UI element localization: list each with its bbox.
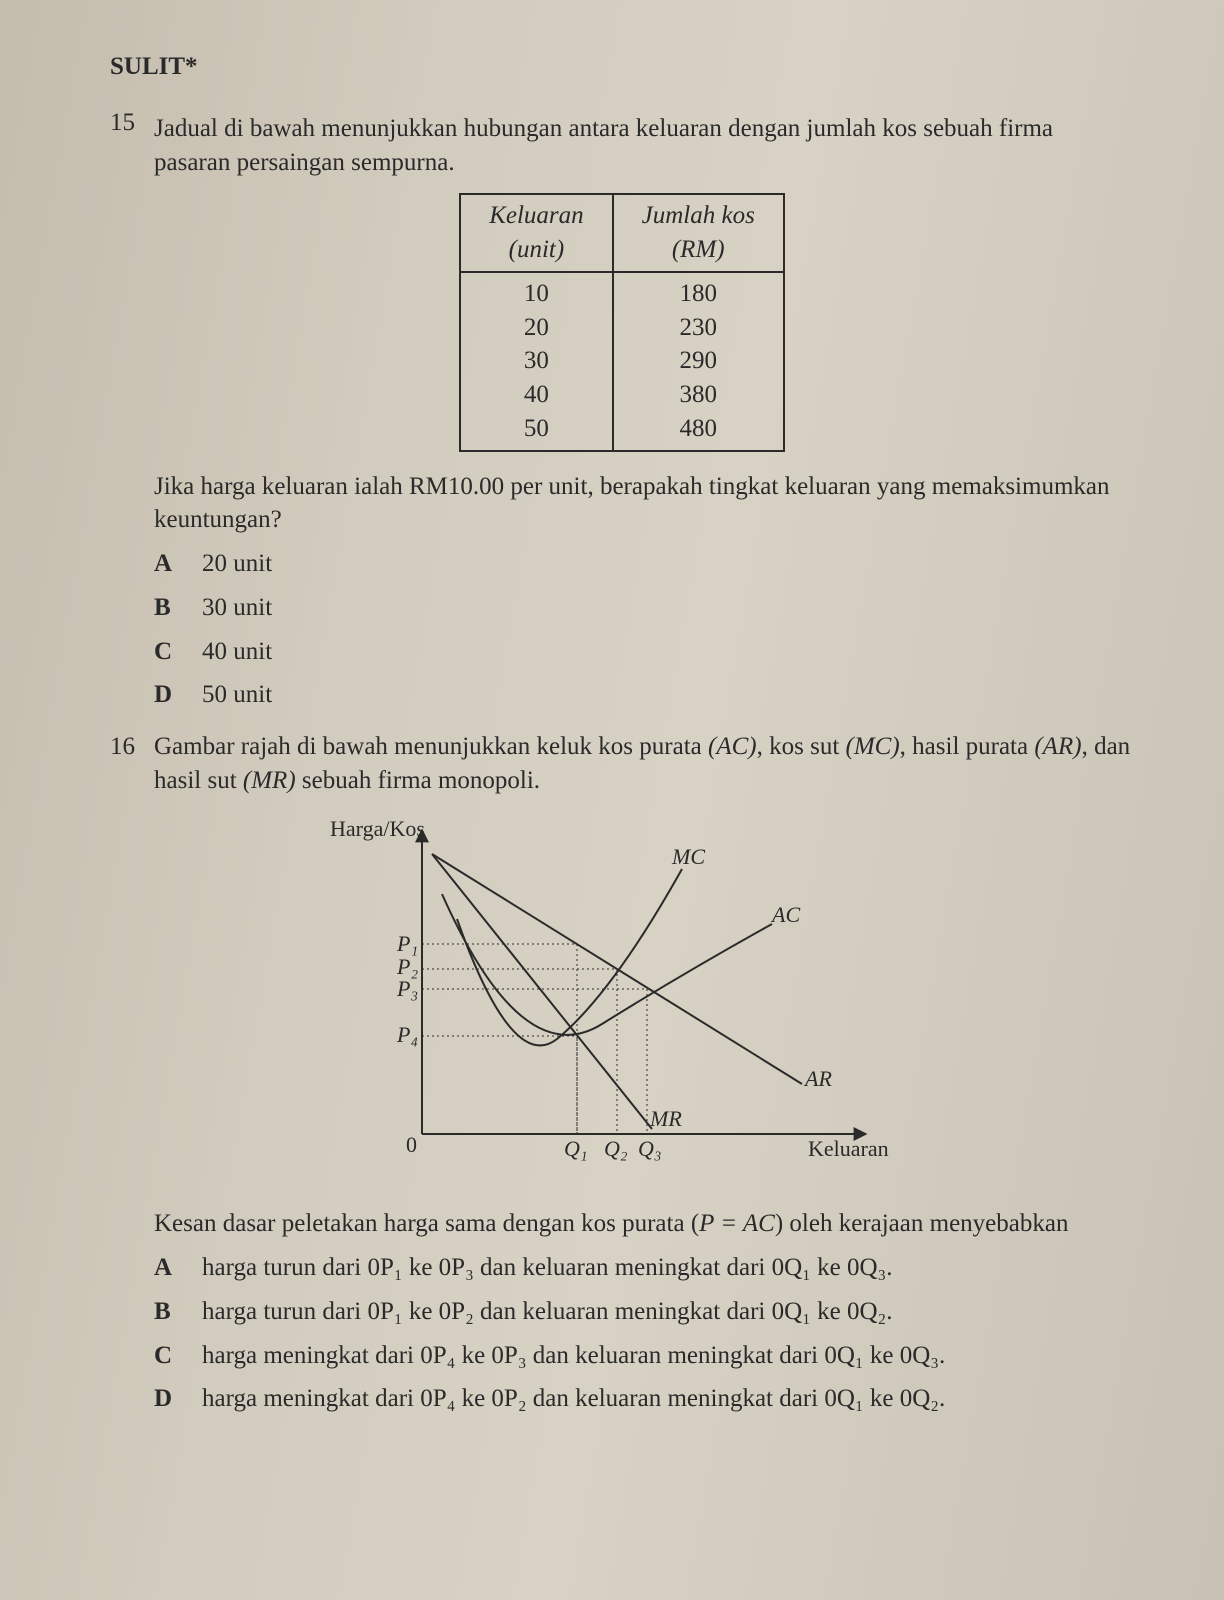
p1-label: P₁ xyxy=(396,931,418,956)
question-body: Gambar rajah di bawah menunjukkan keluk … xyxy=(154,730,1134,798)
opt-label: B xyxy=(154,1295,202,1329)
opt-text: harga meningkat dari 0P₄ ke 0P₃ dan kelu… xyxy=(202,1339,945,1373)
q16-intro-part: , kos sut xyxy=(757,733,846,760)
q15-opt-b: B30 unit xyxy=(154,591,1134,625)
q16-ar: (AR) xyxy=(1034,733,1081,760)
opt-label: C xyxy=(154,1339,202,1373)
col2-header-l2: (RM) xyxy=(672,236,725,263)
mc-label: MC xyxy=(671,844,705,869)
col2-header: Jumlah kos (RM) xyxy=(613,194,784,272)
q16-mr: (MR) xyxy=(243,767,296,794)
opt-label: A xyxy=(154,1251,202,1285)
col2-header-l1: Jumlah kos xyxy=(642,202,755,229)
table-body: 10 20 30 40 50 180 230 290 380 480 xyxy=(460,272,784,451)
cell: 180 xyxy=(679,280,717,307)
ac-curve xyxy=(442,894,772,1035)
origin-label: 0 xyxy=(406,1132,417,1157)
col1-header-l2: (unit) xyxy=(509,236,565,263)
opt-label: B xyxy=(154,591,202,625)
y-axis-label: Harga/Kos xyxy=(330,816,425,841)
x-axis-label: Keluaran xyxy=(808,1136,889,1161)
cell: 10 xyxy=(524,280,549,307)
cell: 40 xyxy=(524,381,549,408)
question-15: 15 Jadual di bawah menunjukkan hubungan … xyxy=(110,106,1134,186)
opt-label: A xyxy=(154,547,202,581)
cell: 30 xyxy=(524,347,549,374)
opt-text: 50 unit xyxy=(202,678,272,712)
question-body: Jadual di bawah menunjukkan hubungan ant… xyxy=(154,106,1134,186)
ar-label: AR xyxy=(803,1066,832,1091)
opt-text: harga turun dari 0P₁ ke 0P₂ dan keluaran… xyxy=(202,1295,892,1329)
cell: 230 xyxy=(679,314,717,341)
q16-options: Aharga turun dari 0P₁ ke 0P₃ dan keluara… xyxy=(154,1251,1134,1416)
cell: 50 xyxy=(524,415,549,442)
opt-label: C xyxy=(154,635,202,669)
q16-subq: Kesan dasar peletakan harga sama dengan … xyxy=(154,1207,1134,1241)
opt-text: harga turun dari 0P₁ ke 0P₃ dan keluaran… xyxy=(202,1251,892,1285)
table-header-row: Keluaran (unit) Jumlah kos (RM) xyxy=(460,194,784,272)
q2-label: Q₂ xyxy=(604,1136,628,1161)
header-label: SULIT* xyxy=(110,50,1134,84)
q16-subq-eq: P = AC xyxy=(699,1210,775,1237)
q15-opt-d: D50 unit xyxy=(154,678,1134,712)
col1-header: Keluaran (unit) xyxy=(460,194,612,272)
question-16: 16 Gambar rajah di bawah menunjukkan kel… xyxy=(110,730,1134,798)
opt-text: 40 unit xyxy=(202,635,272,669)
opt-text: 30 unit xyxy=(202,591,272,625)
q16-opt-b: Bharga turun dari 0P₁ ke 0P₂ dan keluara… xyxy=(154,1295,1134,1329)
q15-intro: Jadual di bawah menunjukkan hubungan ant… xyxy=(154,112,1134,180)
mc-curve xyxy=(457,869,682,1045)
mr-label: MR xyxy=(649,1106,682,1131)
opt-text: 20 unit xyxy=(202,547,272,581)
q16-ac: (AC) xyxy=(708,733,757,760)
q16-intro-part: Gambar rajah di bawah menunjukkan keluk … xyxy=(154,733,708,760)
q16-intro-part: , hasil purata xyxy=(900,733,1035,760)
opt-label: D xyxy=(154,678,202,712)
q16-opt-a: Aharga turun dari 0P₁ ke 0P₃ dan keluara… xyxy=(154,1251,1134,1285)
opt-text: harga meningkat dari 0P₄ ke 0P₂ dan kelu… xyxy=(202,1382,945,1416)
exam-page: SULIT* 15 Jadual di bawah menunjukkan hu… xyxy=(0,0,1224,1600)
q16-mc: (MC) xyxy=(846,733,900,760)
q16-subq-post: ) oleh kerajaan menyebabkan xyxy=(775,1210,1069,1237)
cell: 290 xyxy=(679,347,717,374)
cell: 20 xyxy=(524,314,549,341)
q15-table: Keluaran (unit) Jumlah kos (RM) 10 20 30… xyxy=(459,193,785,451)
q16-diagram: Harga/Kos P₁ P₂ P₃ P₄ 0 Q₁ Q₂ Q₃ Keluara… xyxy=(110,814,1134,1194)
col1-header-l1: Keluaran xyxy=(489,202,583,229)
monopoly-diagram-svg: Harga/Kos P₁ P₂ P₃ P₄ 0 Q₁ Q₂ Q₃ Keluara… xyxy=(302,814,942,1184)
q15-subq: Jika harga keluaran ialah RM10.00 per un… xyxy=(154,470,1134,538)
question-number: 16 xyxy=(110,730,154,798)
q1-label: Q₁ xyxy=(564,1136,588,1161)
cell: 380 xyxy=(679,381,717,408)
question-number: 15 xyxy=(110,106,154,186)
ac-label: AC xyxy=(770,902,800,927)
q16-subq-pre: Kesan dasar peletakan harga sama dengan … xyxy=(154,1210,699,1237)
q16-intro-part: sebuah firma monopoli. xyxy=(296,767,540,794)
col1-cells: 10 20 30 40 50 xyxy=(460,272,612,451)
p4-label: P₄ xyxy=(396,1022,418,1047)
col2-cells: 180 230 290 380 480 xyxy=(613,272,784,451)
q16-opt-d: Dharga meningkat dari 0P₄ ke 0P₂ dan kel… xyxy=(154,1382,1134,1416)
q15-opt-c: C40 unit xyxy=(154,635,1134,669)
q3-label: Q₃ xyxy=(638,1136,662,1161)
cell: 480 xyxy=(679,415,717,442)
q15-options: A20 unit B30 unit C40 unit D50 unit xyxy=(154,547,1134,712)
p3-label: P₃ xyxy=(396,976,418,1001)
q15-opt-a: A20 unit xyxy=(154,547,1134,581)
mr-line xyxy=(432,854,652,1129)
q16-opt-c: Charga meningkat dari 0P₄ ke 0P₃ dan kel… xyxy=(154,1339,1134,1373)
opt-label: D xyxy=(154,1382,202,1416)
